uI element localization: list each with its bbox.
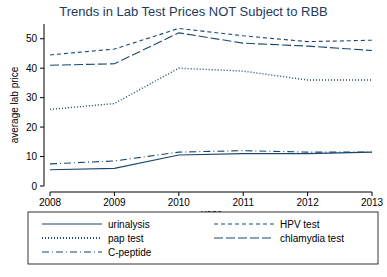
y-tick [40,127,44,128]
legend-box [28,212,378,264]
x-tick-label: 2011 [232,197,254,208]
x-tick [50,192,51,196]
x-tick [243,192,244,196]
y-tick-label: 0 [31,181,37,192]
series-line [50,151,372,164]
legend-label: pap test [108,233,144,244]
legend-swatch [42,223,102,224]
y-tick-label: 30 [26,92,38,103]
x-tick-label: 2010 [168,197,191,208]
y-axis-label: average lab price [9,66,20,143]
title: Trends in Lab Test Prices NOT Subject to… [59,4,328,19]
chart: Trends in Lab Test Prices NOT Subject to… [0,0,387,277]
series-line [50,28,372,55]
legend-label: HPV test [280,219,320,230]
legend-swatch [214,223,274,224]
y-tick-label: 20 [26,122,38,133]
x-tick-label: 2012 [296,197,319,208]
y-tick-label: 50 [26,33,38,44]
y-tick [40,156,44,157]
x-tick-label: 2013 [361,197,384,208]
series-line [50,68,372,109]
legend: urinalysis HPV test pap test chlamydia test… [28,212,378,264]
y-tick-label: 10 [26,151,38,162]
legend-label: urinalysis [108,219,150,230]
x-axis [50,192,372,193]
plot-area [50,28,372,169]
y-tick-label: 40 [26,63,38,74]
x-tick [372,192,373,196]
y-tick [40,186,44,187]
series-line [50,152,372,170]
legend-label: C-peptide [108,247,152,258]
y-tick [40,68,44,69]
legend-swatch [42,237,102,239]
series-line [50,33,372,65]
x-tick [307,192,308,196]
background [0,0,387,277]
x-tick-label: 2008 [39,197,62,208]
y-tick [40,97,44,98]
x-tick [178,192,179,196]
y-axis [44,24,45,186]
x-tick [114,192,115,196]
axes: 01020304050200820092010201120122013yeara… [9,24,384,219]
legend-swatch [214,237,274,238]
x-tick-label: 2009 [103,197,126,208]
y-tick [40,38,44,39]
legend-label: chlamydia test [280,233,344,244]
legend-swatch [42,251,102,252]
